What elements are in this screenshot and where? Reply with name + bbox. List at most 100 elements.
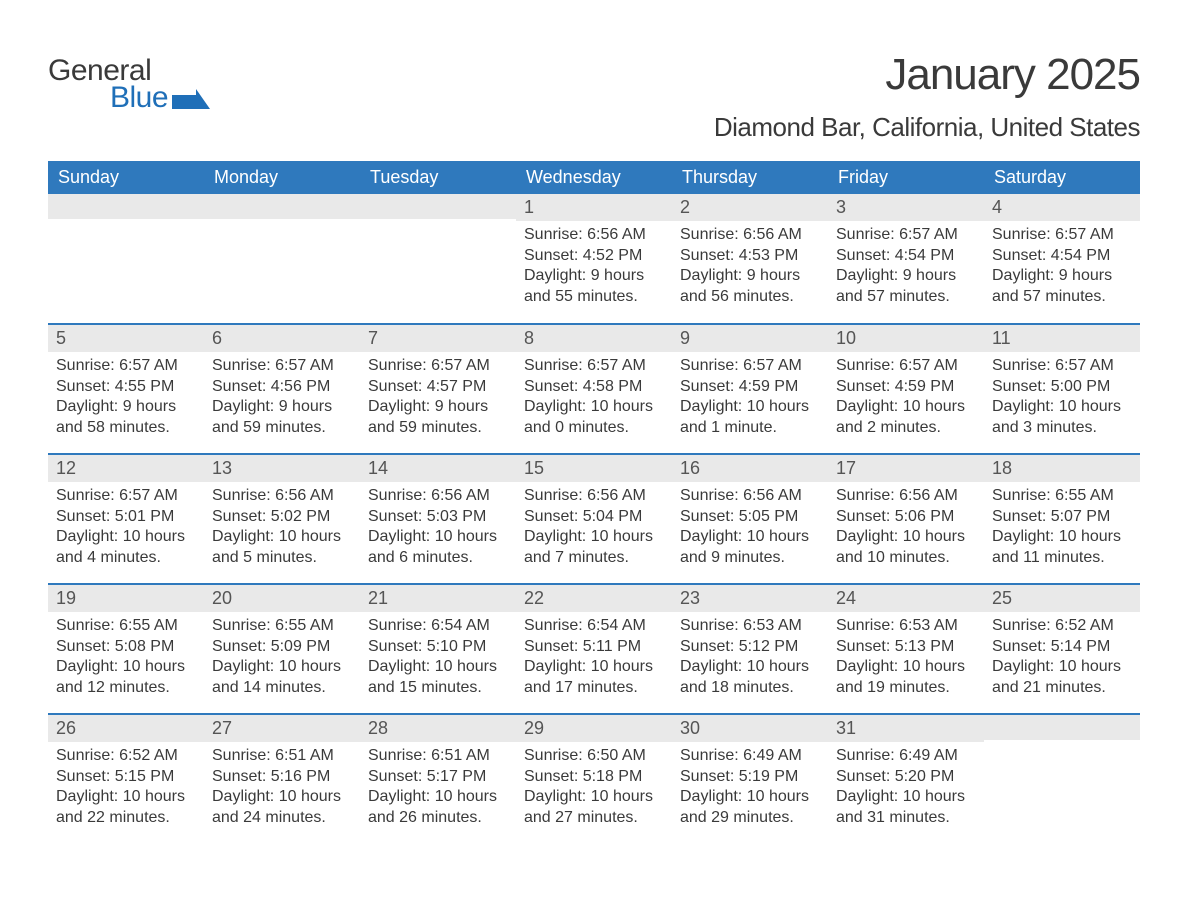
calendar-cell <box>204 194 360 324</box>
weekday-header: Wednesday <box>516 161 672 194</box>
day-info: Sunrise: 6:57 AMSunset: 4:54 PMDaylight:… <box>984 221 1140 311</box>
daylight-text: Daylight: 10 hours and 10 minutes. <box>836 527 976 568</box>
weekday-header-row: Sunday Monday Tuesday Wednesday Thursday… <box>48 161 1140 194</box>
day-number: 12 <box>48 455 204 482</box>
calendar-cell: 12Sunrise: 6:57 AMSunset: 5:01 PMDayligh… <box>48 454 204 584</box>
calendar-cell: 19Sunrise: 6:55 AMSunset: 5:08 PMDayligh… <box>48 584 204 714</box>
sunset-text: Sunset: 4:57 PM <box>368 377 508 397</box>
day-info: Sunrise: 6:55 AMSunset: 5:09 PMDaylight:… <box>204 612 360 702</box>
day-info: Sunrise: 6:51 AMSunset: 5:16 PMDaylight:… <box>204 742 360 832</box>
sunrise-text: Sunrise: 6:57 AM <box>680 356 820 376</box>
sunset-text: Sunset: 5:00 PM <box>992 377 1132 397</box>
weekday-header: Thursday <box>672 161 828 194</box>
sunset-text: Sunset: 5:04 PM <box>524 507 664 527</box>
day-info: Sunrise: 6:55 AMSunset: 5:08 PMDaylight:… <box>48 612 204 702</box>
weekday-header: Friday <box>828 161 984 194</box>
sunrise-text: Sunrise: 6:56 AM <box>212 486 352 506</box>
day-info: Sunrise: 6:56 AMSunset: 5:04 PMDaylight:… <box>516 482 672 572</box>
calendar-row: 1Sunrise: 6:56 AMSunset: 4:52 PMDaylight… <box>48 194 1140 324</box>
sunrise-text: Sunrise: 6:51 AM <box>212 746 352 766</box>
calendar-cell: 17Sunrise: 6:56 AMSunset: 5:06 PMDayligh… <box>828 454 984 584</box>
sunrise-text: Sunrise: 6:57 AM <box>56 486 196 506</box>
location: Diamond Bar, California, United States <box>714 112 1140 143</box>
sunset-text: Sunset: 5:10 PM <box>368 637 508 657</box>
day-number: 27 <box>204 715 360 742</box>
weekday-header: Saturday <box>984 161 1140 194</box>
calendar-cell <box>360 194 516 324</box>
daylight-text: Daylight: 9 hours and 56 minutes. <box>680 266 820 307</box>
sunset-text: Sunset: 4:53 PM <box>680 246 820 266</box>
sunset-text: Sunset: 5:09 PM <box>212 637 352 657</box>
sunset-text: Sunset: 5:20 PM <box>836 767 976 787</box>
day-number: 14 <box>360 455 516 482</box>
calendar-cell: 26Sunrise: 6:52 AMSunset: 5:15 PMDayligh… <box>48 714 204 844</box>
sunset-text: Sunset: 5:07 PM <box>992 507 1132 527</box>
day-number: 21 <box>360 585 516 612</box>
daylight-text: Daylight: 10 hours and 12 minutes. <box>56 657 196 698</box>
sunset-text: Sunset: 5:19 PM <box>680 767 820 787</box>
daylight-text: Daylight: 10 hours and 9 minutes. <box>680 527 820 568</box>
daylight-text: Daylight: 10 hours and 3 minutes. <box>992 397 1132 438</box>
sunset-text: Sunset: 5:06 PM <box>836 507 976 527</box>
day-number: 31 <box>828 715 984 742</box>
calendar-cell: 16Sunrise: 6:56 AMSunset: 5:05 PMDayligh… <box>672 454 828 584</box>
calendar-cell: 7Sunrise: 6:57 AMSunset: 4:57 PMDaylight… <box>360 324 516 454</box>
logo-line2: Blue <box>110 83 168 113</box>
calendar-cell: 9Sunrise: 6:57 AMSunset: 4:59 PMDaylight… <box>672 324 828 454</box>
sunset-text: Sunset: 5:14 PM <box>992 637 1132 657</box>
calendar-cell: 10Sunrise: 6:57 AMSunset: 4:59 PMDayligh… <box>828 324 984 454</box>
daylight-text: Daylight: 9 hours and 57 minutes. <box>992 266 1132 307</box>
sunset-text: Sunset: 4:54 PM <box>992 246 1132 266</box>
logo-text: General Blue <box>48 56 210 113</box>
calendar-cell: 6Sunrise: 6:57 AMSunset: 4:56 PMDaylight… <box>204 324 360 454</box>
daylight-text: Daylight: 10 hours and 6 minutes. <box>368 527 508 568</box>
sunset-text: Sunset: 5:01 PM <box>56 507 196 527</box>
day-number: 18 <box>984 455 1140 482</box>
day-number: 25 <box>984 585 1140 612</box>
day-info: Sunrise: 6:56 AMSunset: 5:02 PMDaylight:… <box>204 482 360 572</box>
day-number: 10 <box>828 325 984 352</box>
sunset-text: Sunset: 5:17 PM <box>368 767 508 787</box>
sunrise-text: Sunrise: 6:54 AM <box>524 616 664 636</box>
day-number: 26 <box>48 715 204 742</box>
day-number: 5 <box>48 325 204 352</box>
calendar-cell: 18Sunrise: 6:55 AMSunset: 5:07 PMDayligh… <box>984 454 1140 584</box>
calendar-cell: 15Sunrise: 6:56 AMSunset: 5:04 PMDayligh… <box>516 454 672 584</box>
day-number: 2 <box>672 194 828 221</box>
sunset-text: Sunset: 4:55 PM <box>56 377 196 397</box>
day-number: 4 <box>984 194 1140 221</box>
sunrise-text: Sunrise: 6:57 AM <box>56 356 196 376</box>
daylight-text: Daylight: 10 hours and 31 minutes. <box>836 787 976 828</box>
day-info: Sunrise: 6:56 AMSunset: 5:06 PMDaylight:… <box>828 482 984 572</box>
day-info: Sunrise: 6:52 AMSunset: 5:14 PMDaylight:… <box>984 612 1140 702</box>
day-number: 17 <box>828 455 984 482</box>
calendar-cell: 2Sunrise: 6:56 AMSunset: 4:53 PMDaylight… <box>672 194 828 324</box>
calendar-body: 1Sunrise: 6:56 AMSunset: 4:52 PMDaylight… <box>48 194 1140 844</box>
sunset-text: Sunset: 4:58 PM <box>524 377 664 397</box>
day-info: Sunrise: 6:56 AMSunset: 5:05 PMDaylight:… <box>672 482 828 572</box>
day-number: 23 <box>672 585 828 612</box>
sunset-text: Sunset: 4:59 PM <box>836 377 976 397</box>
sunrise-text: Sunrise: 6:57 AM <box>524 356 664 376</box>
day-info: Sunrise: 6:56 AMSunset: 4:52 PMDaylight:… <box>516 221 672 311</box>
daylight-text: Daylight: 10 hours and 7 minutes. <box>524 527 664 568</box>
calendar-cell: 20Sunrise: 6:55 AMSunset: 5:09 PMDayligh… <box>204 584 360 714</box>
day-info: Sunrise: 6:56 AMSunset: 4:53 PMDaylight:… <box>672 221 828 311</box>
calendar-table: Sunday Monday Tuesday Wednesday Thursday… <box>48 161 1140 844</box>
daylight-text: Daylight: 10 hours and 15 minutes. <box>368 657 508 698</box>
day-info: Sunrise: 6:49 AMSunset: 5:19 PMDaylight:… <box>672 742 828 832</box>
daylight-text: Daylight: 9 hours and 59 minutes. <box>368 397 508 438</box>
sunset-text: Sunset: 5:05 PM <box>680 507 820 527</box>
day-info: Sunrise: 6:50 AMSunset: 5:18 PMDaylight:… <box>516 742 672 832</box>
sunrise-text: Sunrise: 6:49 AM <box>836 746 976 766</box>
daylight-text: Daylight: 10 hours and 2 minutes. <box>836 397 976 438</box>
sunset-text: Sunset: 5:13 PM <box>836 637 976 657</box>
title-block: January 2025 Diamond Bar, California, Un… <box>714 50 1140 143</box>
sunset-text: Sunset: 5:08 PM <box>56 637 196 657</box>
day-number: 3 <box>828 194 984 221</box>
sunset-text: Sunset: 4:56 PM <box>212 377 352 397</box>
calendar-cell: 4Sunrise: 6:57 AMSunset: 4:54 PMDaylight… <box>984 194 1140 324</box>
weekday-header: Sunday <box>48 161 204 194</box>
daylight-text: Daylight: 10 hours and 0 minutes. <box>524 397 664 438</box>
sunrise-text: Sunrise: 6:52 AM <box>992 616 1132 636</box>
